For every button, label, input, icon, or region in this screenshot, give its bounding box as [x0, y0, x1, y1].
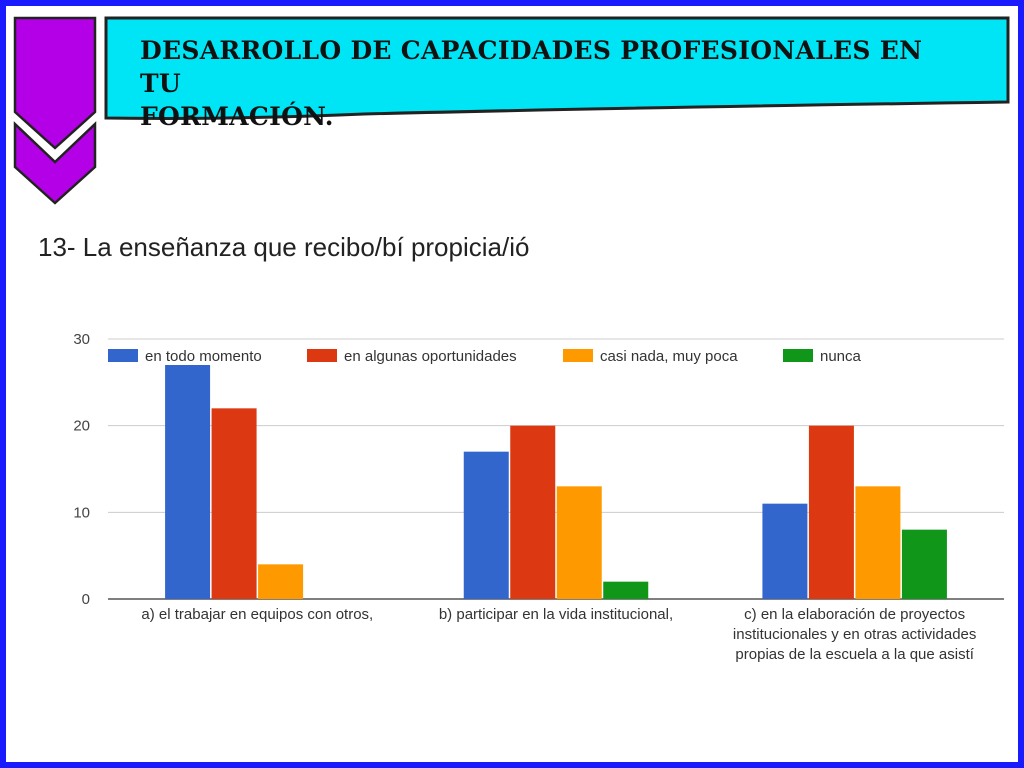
bar — [165, 365, 211, 599]
chart-bars — [165, 365, 947, 599]
bar — [510, 425, 556, 599]
chart-axis-labels: 0 10 20 30 a) el trabajar en equipos con otr… — [73, 331, 976, 663]
legend-label: en algunas oportunidades — [344, 348, 517, 365]
bar — [556, 486, 602, 599]
bar — [901, 529, 947, 599]
bar — [258, 564, 304, 599]
bar — [211, 408, 257, 599]
legend-swatch — [307, 349, 337, 362]
question-text: 13- La enseñanza que recibo/bí propicia/… — [38, 232, 530, 262]
purple-double-chevron-icon — [13, 16, 97, 205]
x-tick-label: c) en la elaboración de proyectos — [744, 606, 965, 623]
chart-legend: en todo momento en algunas oportunidades c… — [108, 348, 862, 365]
title-line-1: DESARROLLO DE CAPACIDADES PROFESIONALES … — [140, 36, 923, 98]
bar — [463, 451, 509, 599]
legend-swatch — [563, 349, 593, 362]
page-title: DESARROLLO DE CAPACIDADES PROFESIONALES … — [140, 34, 960, 133]
bar — [762, 503, 808, 599]
title-banner — [104, 16, 1010, 120]
legend-label: en todo momento — [145, 348, 262, 365]
bar — [808, 425, 854, 599]
y-tick-label: 10 — [73, 504, 90, 521]
title-line-2: FORMACIÓN. — [140, 102, 334, 131]
chart-gridlines — [108, 338, 1004, 600]
x-tick-label: institucionales y en otras actividades — [733, 626, 976, 643]
y-tick-label: 20 — [73, 418, 90, 435]
x-tick-label: propias de la escuela a la que asistí — [735, 646, 974, 663]
legend-swatch — [783, 349, 813, 362]
legend-label: casi nada, muy poca — [600, 348, 738, 365]
bar — [603, 581, 649, 599]
x-tick-label: a) el trabajar en equipos con otros, — [141, 606, 373, 623]
legend-swatch — [108, 349, 138, 362]
x-tick-label: b) participar en la vida institucional, — [439, 606, 673, 623]
bar — [855, 486, 901, 599]
legend-label: nunca — [820, 348, 862, 365]
y-tick-label: 30 — [73, 331, 90, 348]
y-tick-label: 0 — [82, 591, 90, 608]
